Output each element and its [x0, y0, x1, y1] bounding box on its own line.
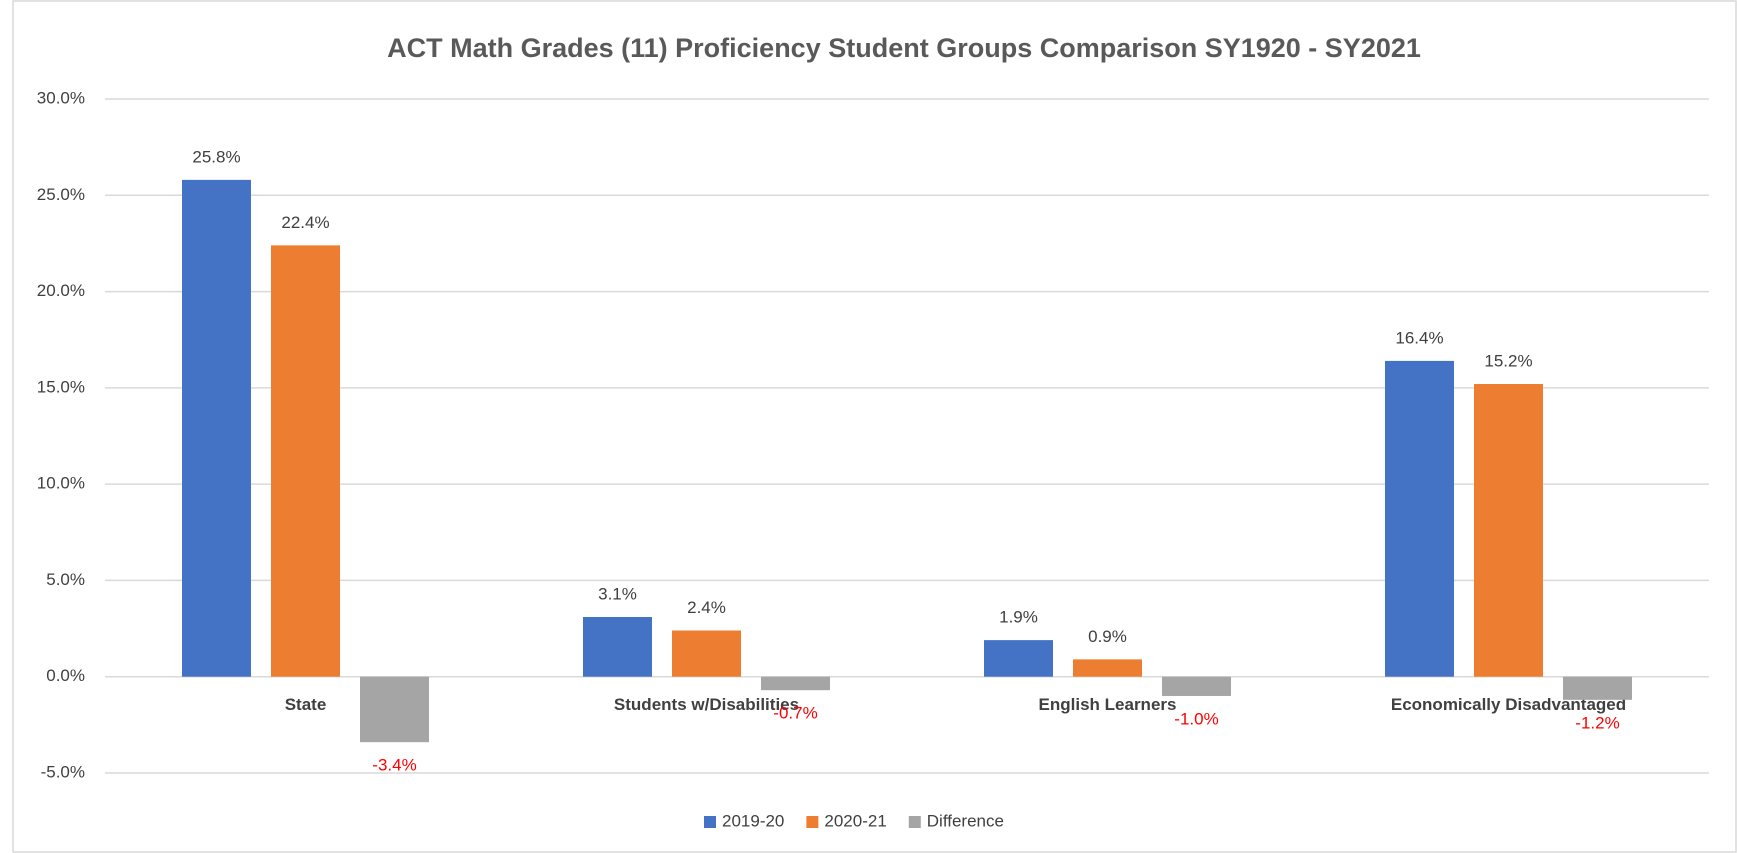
y-tick-label: 5.0%	[46, 570, 85, 589]
legend-swatch	[806, 816, 819, 828]
x-tick-label: Economically Disadvantaged	[1391, 695, 1626, 714]
data-label: 0.9%	[1088, 627, 1127, 646]
data-label: 1.9%	[999, 608, 1038, 627]
legend-swatch	[704, 816, 716, 828]
bar	[1073, 659, 1142, 677]
bar	[984, 640, 1053, 677]
y-tick-label: -5.0%	[41, 762, 85, 781]
data-label: -1.2%	[1575, 713, 1619, 732]
bar	[1162, 676, 1231, 696]
legend-label: Difference	[927, 811, 1004, 830]
data-label: 15.2%	[1484, 351, 1532, 370]
data-label: 2.4%	[687, 598, 726, 617]
y-tick-label: 15.0%	[37, 377, 85, 396]
data-label: 3.1%	[598, 585, 637, 604]
legend-label: 2020-21	[824, 811, 886, 830]
data-label: 16.4%	[1395, 328, 1443, 347]
bar	[761, 676, 830, 691]
bar	[1385, 360, 1454, 677]
bar	[1474, 384, 1543, 677]
bar	[271, 245, 340, 677]
bar	[672, 630, 741, 677]
data-label: -1.0%	[1174, 709, 1218, 728]
y-tick-label: 25.0%	[37, 185, 85, 204]
data-label: 25.8%	[192, 147, 240, 166]
x-tick-label: Students w/Disabilities	[614, 695, 799, 714]
legend-label: 2019-20	[722, 811, 784, 830]
bar	[1563, 676, 1632, 700]
data-label: -0.7%	[773, 704, 817, 723]
x-tick-label: State	[285, 695, 327, 714]
y-tick-label: 10.0%	[37, 474, 85, 493]
bar	[360, 676, 429, 743]
y-tick-label: 20.0%	[37, 281, 85, 300]
data-label: -3.4%	[372, 756, 416, 775]
chart-title: ACT Math Grades (11) Proficiency Student…	[387, 33, 1421, 63]
legend-swatch	[908, 816, 921, 828]
x-tick-label: English Learners	[1039, 695, 1177, 714]
y-tick-label: 0.0%	[46, 666, 85, 685]
y-tick-label: 30.0%	[37, 88, 85, 107]
bar	[583, 617, 652, 677]
data-label: 22.4%	[281, 213, 329, 232]
bar	[182, 179, 251, 677]
